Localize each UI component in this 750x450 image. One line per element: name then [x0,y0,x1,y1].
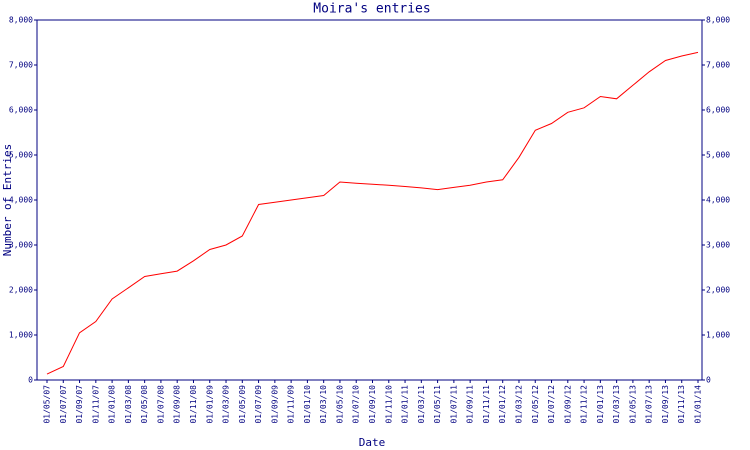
x-tick-label: 01/07/11 [449,385,458,424]
y2-tick-label: 6,000 [706,106,730,115]
x-tick-label: 01/05/13 [628,385,637,424]
x-tick-label: 01/03/13 [612,385,621,424]
x-tick-label: 01/07/10 [352,385,361,424]
x-tick-label: 01/11/11 [482,385,491,424]
x-tick-label: 01/01/12 [498,385,507,424]
x-tick-label: 01/03/11 [417,385,426,424]
x-tick-label: 01/07/12 [547,385,556,424]
x-tick-label: 01/11/08 [189,385,198,424]
x-tick-label: 01/05/11 [433,385,442,424]
y2-tick-label: 8,000 [706,16,730,25]
y-tick-label: 7,000 [9,61,33,70]
y2-tick-label: 5,000 [706,151,730,160]
y-tick-label: 6,000 [9,106,33,115]
x-tick-label: 01/01/09 [205,385,214,424]
y-tick-label: 4,000 [9,196,33,205]
x-tick-label: 01/05/08 [140,385,149,424]
x-tick-label: 01/09/10 [368,385,377,424]
y2-tick-label: 4,000 [706,196,730,205]
y-tick-label: 5,000 [9,151,33,160]
x-tick-label: 01/01/08 [108,385,117,424]
y2-tick-label: 0 [706,376,711,385]
y2-tick-label: 7,000 [706,61,730,70]
x-tick-label: 01/01/10 [303,385,312,424]
y-tick-label: 0 [28,376,33,385]
x-tick-label: 01/09/07 [75,385,84,424]
x-tick-label: 01/09/08 [173,385,182,424]
x-tick-label: 01/07/07 [59,385,68,424]
x-tick-label: 01/11/09 [287,385,296,424]
x-tick-label: 01/11/13 [677,385,686,424]
x-tick-label: 01/09/11 [466,385,475,424]
x-tick-label: 01/11/12 [580,385,589,424]
x-tick-label: 01/03/10 [319,385,328,424]
x-tick-label: 01/05/10 [335,385,344,424]
x-tick-label: 01/03/09 [222,385,231,424]
x-axis-title: Date [359,436,386,449]
x-tick-label: 01/01/14 [694,385,703,424]
x-tick-label: 01/07/08 [156,385,165,424]
x-tick-label: 01/01/11 [401,385,410,424]
x-tick-label: 01/09/13 [661,385,670,424]
y-tick-label: 8,000 [9,16,33,25]
x-tick-label: 01/07/09 [254,385,263,424]
x-tick-label: 01/05/12 [531,385,540,424]
x-tick-label: 01/07/13 [645,385,654,424]
x-tick-label: 01/03/08 [124,385,133,424]
y2-tick-label: 3,000 [706,241,730,250]
y2-tick-label: 2,000 [706,286,730,295]
x-tick-label: 01/11/07 [91,385,100,424]
y2-tick-label: 1,000 [706,331,730,340]
x-tick-label: 01/03/12 [514,385,523,424]
y-axis-title: Number of Entries [1,144,14,257]
y-tick-label: 1,000 [9,331,33,340]
line [46,51,699,375]
x-tick-label: 01/05/09 [238,385,247,424]
x-tick-label: 01/01/13 [596,385,605,424]
x-tick-label: 01/09/12 [563,385,572,424]
y-tick-label: 2,000 [9,286,33,295]
x-tick-label: 01/09/09 [270,385,279,424]
y-tick-label: 3,000 [9,241,33,250]
x-tick-label: 01/11/10 [384,385,393,424]
chart-title: Moira's entries [313,2,430,17]
x-tick-label: 01/05/07 [43,385,52,424]
